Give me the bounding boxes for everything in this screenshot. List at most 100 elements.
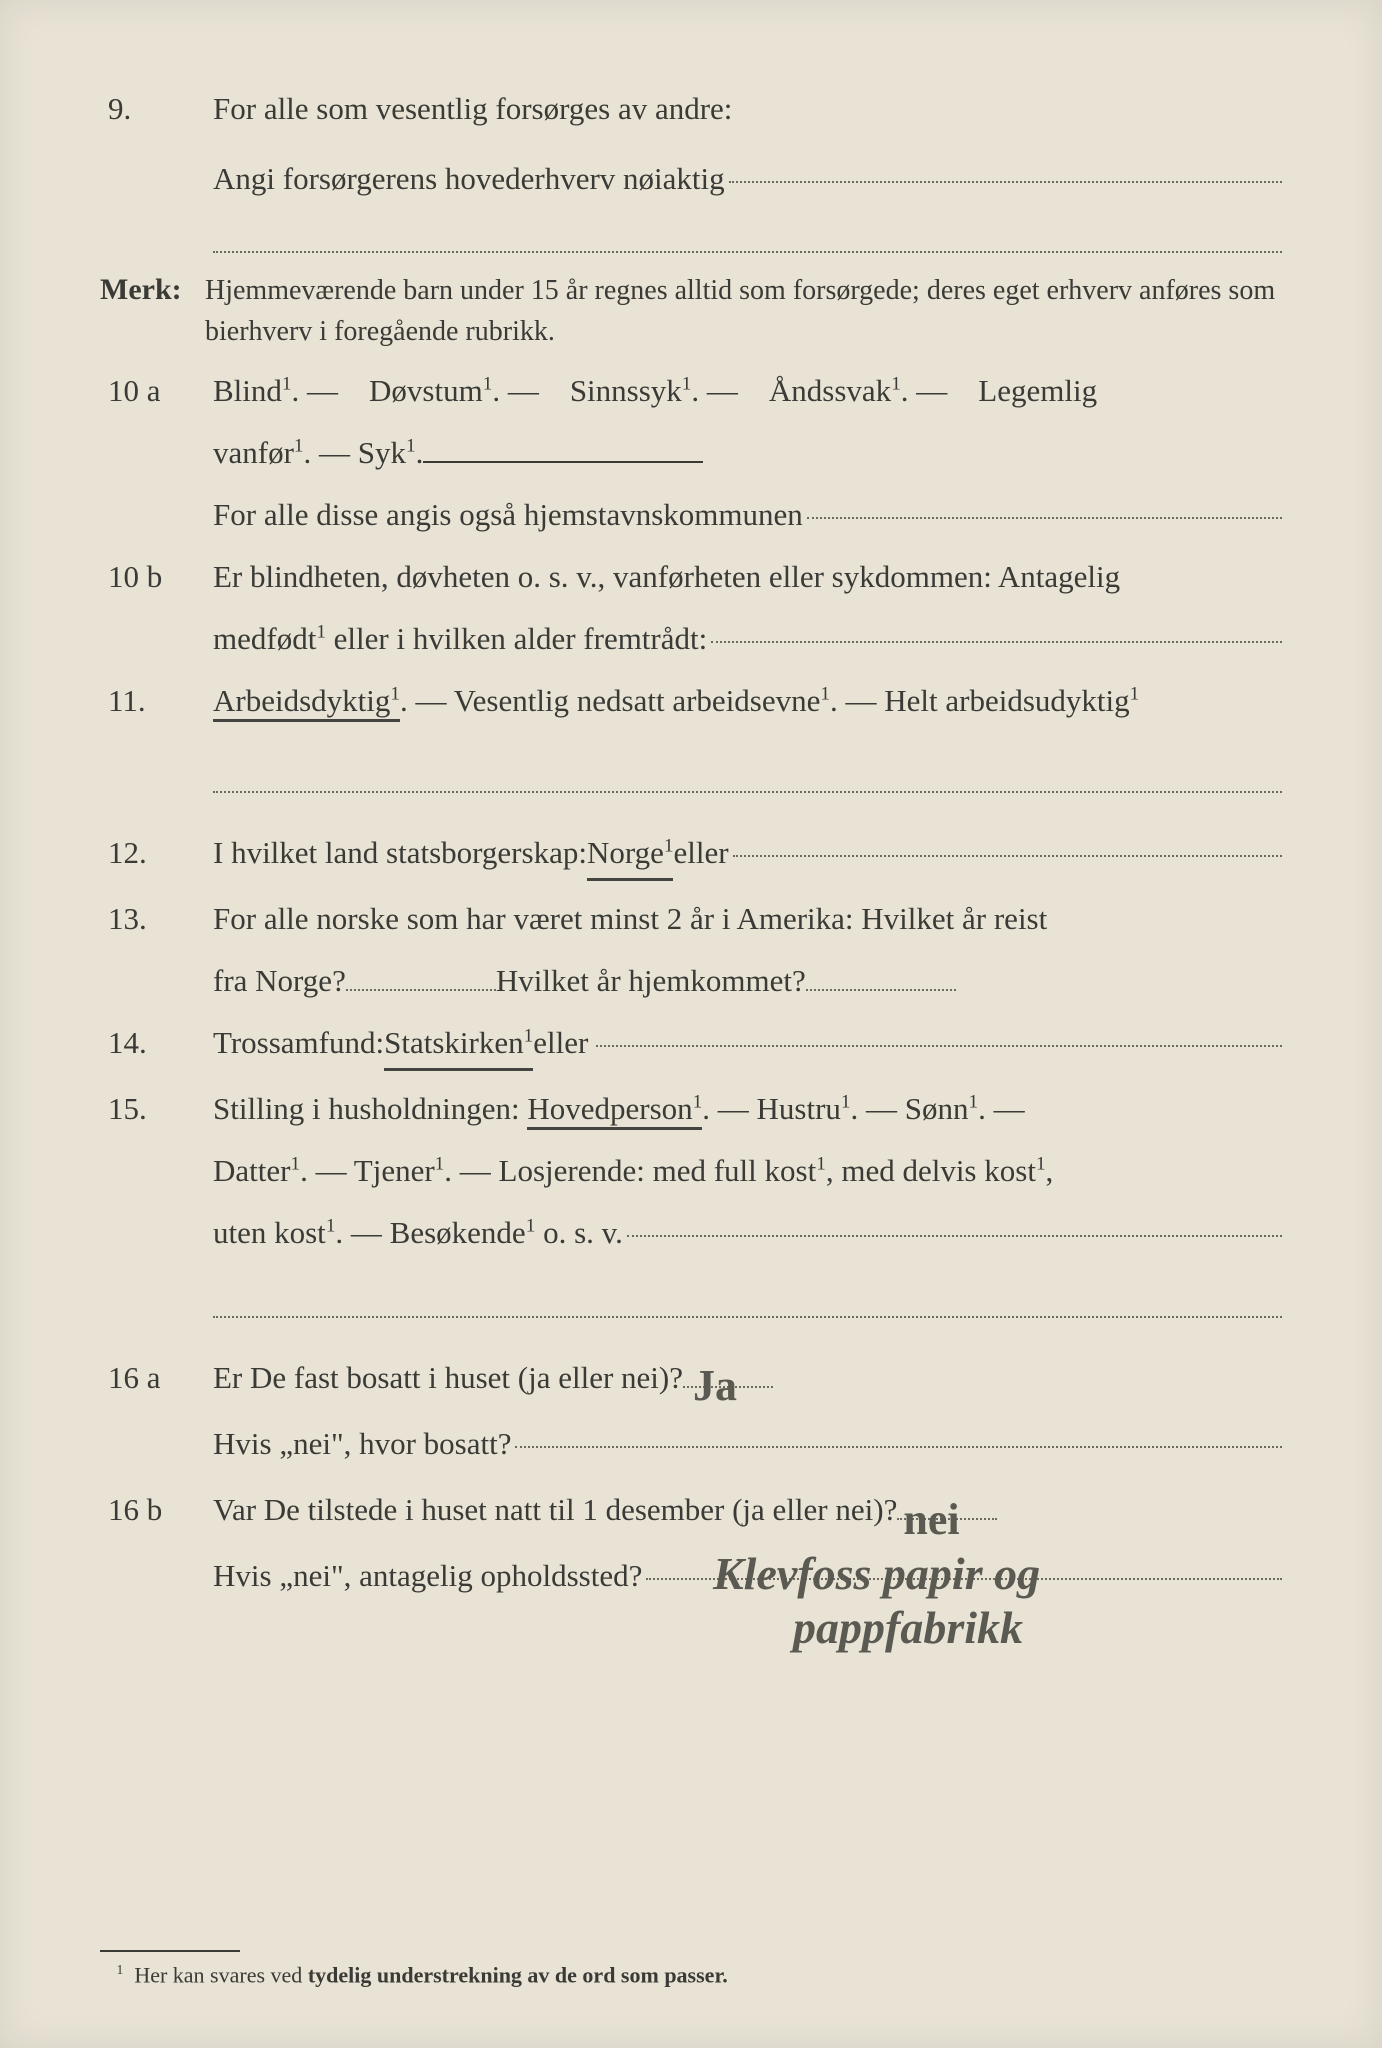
q11-blank[interactable] (213, 751, 1282, 793)
q10a-shortline[interactable] (423, 461, 703, 463)
q10b-blank[interactable] (711, 641, 1282, 643)
q9-line1: For alle som vesentlig forsørges av andr… (213, 85, 1282, 133)
q15-datter: Datter (213, 1153, 290, 1188)
q9-number: 9. (100, 85, 213, 133)
footnote: 1 Her kan svares ved tydelig understrekn… (100, 1950, 1282, 1988)
q10a-opt-blind: Blind (213, 373, 282, 408)
q16a-answer-ja: Ja (693, 1352, 737, 1420)
q14-number: 14. (100, 1019, 213, 1067)
footnote-text: 1 Her kan svares ved tydelig understrekn… (100, 1962, 1282, 1988)
question-15: 15. Stilling i husholdningen: Hovedperso… (100, 1085, 1282, 1317)
q15-delviskost: , med delvis kost (826, 1153, 1036, 1188)
merk-label: Merk: (100, 267, 205, 314)
q10a-opt-sinnssyk: Sinnssyk (570, 373, 682, 408)
q16b-content: Var De tilstede i huset natt til 1 desem… (213, 1486, 1282, 1600)
census-form-page: 9. For alle som vesentlig forsørges av a… (0, 0, 1382, 2048)
q13-text3: Hvilket år hjemkommet? (496, 957, 806, 1005)
q15-hustru: . — Hustru (702, 1091, 841, 1126)
q12-opt-text: Norge (587, 835, 664, 870)
q15-line3: uten kost1. — Besøkende1 o. s. v. (213, 1209, 1282, 1257)
q16a-text1: Er De fast bosatt i huset (ja eller nei)… (213, 1354, 683, 1402)
q16a-number: 16 a (100, 1354, 213, 1402)
q15-blank-line[interactable] (213, 1275, 1282, 1317)
q11-number: 11. (100, 677, 213, 725)
q16a-content: Er De fast bosatt i huset (ja eller nei)… (213, 1354, 1282, 1468)
q13-line1: For alle norske som har været minst 2 år… (213, 895, 1282, 943)
q15-line3-text: uten kost1. — Besøkende1 o. s. v. (213, 1209, 623, 1257)
sep: . — (691, 373, 738, 408)
q11-mid: . — Vesentlig nedsatt arbeidsevne (400, 683, 820, 718)
question-14: 14. Trossamfund: Statskirken1 eller (100, 1019, 1282, 1071)
q15-fullkost: . — Losjerende: med full kost (444, 1153, 816, 1188)
q15-line1: Stilling i husholdningen: Hovedperson1. … (213, 1085, 1282, 1133)
q12-blank[interactable] (733, 855, 1282, 857)
question-11: 11. Arbeidsdyktig1. — Vesentlig nedsatt … (100, 677, 1282, 793)
q14-opt-statskirken: Statskirken1 (384, 1019, 533, 1071)
question-10a: 10 a Blind1. — Døvstum1. — Sinnssyk1. — … (100, 367, 1282, 539)
q16a-line1: Er De fast bosatt i huset (ja eller nei)… (213, 1354, 1282, 1402)
q13-number: 13. (100, 895, 213, 943)
q15-comma: , (1046, 1153, 1054, 1188)
question-9: 9. For alle som vesentlig forsørges av a… (100, 85, 1282, 253)
q10b-line1: Er blindheten, døvheten o. s. v., vanfør… (213, 553, 1282, 601)
q13-blank1[interactable] (346, 989, 496, 991)
q9-blank-line[interactable] (213, 211, 1282, 253)
q10a-line1: Blind1. — Døvstum1. — Sinnssyk1. — Åndss… (213, 367, 1282, 415)
q16b-answer2a: Klevfoss papir og (713, 1544, 1040, 1604)
q14-content: Trossamfund: Statskirken1 eller (213, 1019, 1282, 1071)
q10a-opt-dovstum: Døvstum (369, 373, 483, 408)
q15-sep: . — (978, 1091, 1025, 1126)
q16a-answer-blank[interactable]: Ja (683, 1386, 773, 1388)
q15-opt1-text: Hovedperson (527, 1091, 692, 1126)
q14-after: eller (533, 1019, 588, 1067)
q16b-number: 16 b (100, 1486, 213, 1534)
q15-content: Stilling i husholdningen: Hovedperson1. … (213, 1085, 1282, 1317)
sep: . — (292, 373, 339, 408)
q12-opt-norge: Norge1 (587, 829, 674, 881)
question-13: 13. For alle norske som har været minst … (100, 895, 1282, 1005)
sep: . — (492, 373, 539, 408)
footnote-body: Her kan svares ved tydelig understreknin… (134, 1962, 727, 1987)
q16a-text2: Hvis „nei", hvor bosatt? (213, 1420, 511, 1468)
q10a-trail-text: For alle disse angis også hjemstavnskomm… (213, 491, 803, 539)
q15-blank[interactable] (627, 1235, 1282, 1237)
q9-content: For alle som vesentlig forsørges av andr… (213, 85, 1282, 253)
q16a-blank2[interactable] (515, 1446, 1282, 1448)
q15-sonn: . — Sønn (851, 1091, 969, 1126)
q9-blank[interactable] (729, 181, 1282, 183)
q14-text: Trossamfund: (213, 1019, 384, 1067)
q14-opt-text: Statskirken (384, 1025, 524, 1060)
q10a-blank[interactable] (807, 517, 1282, 519)
question-16b: 16 b Var De tilstede i huset natt til 1 … (100, 1486, 1282, 1600)
q9-text2: Angi forsørgerens hovederhverv nøiaktig (213, 155, 725, 203)
q15-number: 15. (100, 1085, 213, 1133)
q13-text2: fra Norge? (213, 957, 346, 1005)
q12-content: I hvilket land statsborgerskap: Norge1 e… (213, 829, 1282, 881)
footnote-rule (100, 1950, 240, 1952)
q10a-opt-legemlig: Legemlig (978, 373, 1097, 408)
q12-after: eller (673, 829, 728, 877)
q11-opt-arbeidsdyktig: Arbeidsdyktig1 (213, 683, 400, 722)
q10b-after: eller i hvilken alder fremtrådt: (326, 621, 707, 656)
q16b-line2: Hvis „nei", antagelig opholdssted? Klevf… (213, 1552, 1282, 1600)
q10a-line2: vanfør1. — Syk1. (213, 429, 1282, 477)
q16a-line2: Hvis „nei", hvor bosatt? (213, 1420, 1282, 1468)
q11-opt1-text: Arbeidsdyktig (213, 683, 390, 718)
q10a-content: Blind1. — Døvstum1. — Sinnssyk1. — Åndss… (213, 367, 1282, 539)
q11-end: . — Helt arbeidsudyktig (830, 683, 1130, 718)
question-12: 12. I hvilket land statsborgerskap: Norg… (100, 829, 1282, 881)
q15-line2: Datter1. — Tjener1. — Losjerende: med fu… (213, 1147, 1282, 1195)
q10b-medfodt: medfødt (213, 621, 316, 656)
q15-text: Stilling i husholdningen: (213, 1091, 527, 1126)
q12-text: I hvilket land statsborgerskap: (213, 829, 587, 877)
q10a-opt-vanfor: vanfør (213, 435, 294, 470)
q13-blank2[interactable] (806, 989, 956, 991)
q15-opt-hovedperson: Hovedperson1 (527, 1091, 702, 1130)
q16b-answer1-blank[interactable]: nei (897, 1518, 997, 1520)
q10b-text2: medfødt1 eller i hvilken alder fremtrådt… (213, 615, 707, 663)
q10b-content: Er blindheten, døvheten o. s. v., vanfør… (213, 553, 1282, 663)
q9-line2: Angi forsørgerens hovederhverv nøiaktig (213, 155, 1282, 203)
q16b-answer2b: pappfabrikk (793, 1598, 1023, 1658)
q16b-text2: Hvis „nei", antagelig opholdssted? (213, 1552, 642, 1600)
q14-blank[interactable] (596, 1045, 1282, 1047)
